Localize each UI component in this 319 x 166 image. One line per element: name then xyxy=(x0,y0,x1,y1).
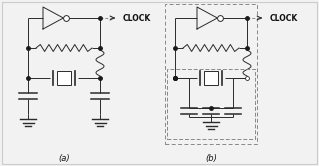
Text: (a): (a) xyxy=(58,154,70,163)
Bar xyxy=(167,69,255,139)
Text: CLOCK: CLOCK xyxy=(270,13,298,23)
Bar xyxy=(165,4,257,144)
Bar xyxy=(204,71,218,85)
Text: (b): (b) xyxy=(205,154,217,163)
Bar xyxy=(57,71,70,85)
Text: CLOCK: CLOCK xyxy=(123,13,151,23)
